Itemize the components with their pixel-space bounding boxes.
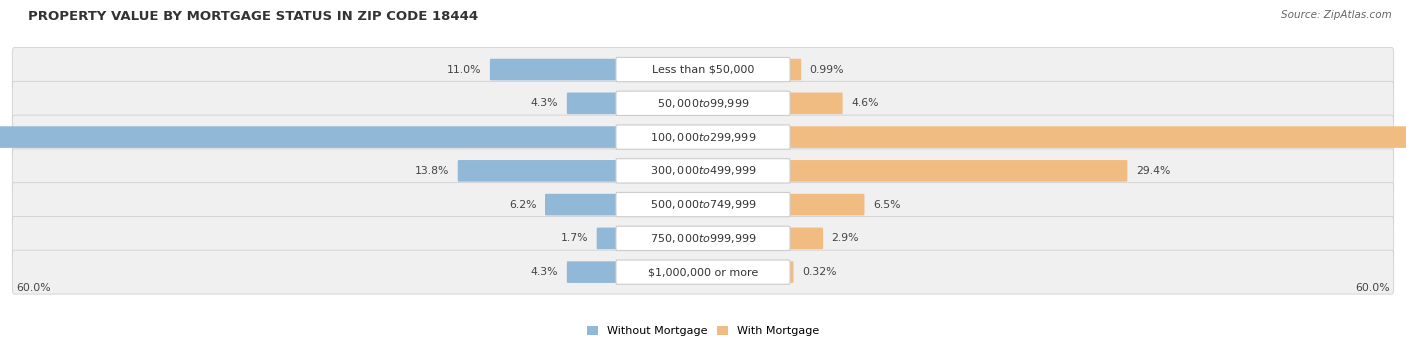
- Text: 4.6%: 4.6%: [851, 98, 879, 108]
- FancyBboxPatch shape: [596, 227, 617, 249]
- Text: PROPERTY VALUE BY MORTGAGE STATUS IN ZIP CODE 18444: PROPERTY VALUE BY MORTGAGE STATUS IN ZIP…: [28, 10, 478, 23]
- FancyBboxPatch shape: [789, 160, 1128, 182]
- FancyBboxPatch shape: [616, 192, 790, 217]
- Text: Source: ZipAtlas.com: Source: ZipAtlas.com: [1281, 10, 1392, 20]
- Text: $50,000 to $99,999: $50,000 to $99,999: [657, 97, 749, 110]
- FancyBboxPatch shape: [13, 250, 1393, 294]
- FancyBboxPatch shape: [789, 261, 793, 283]
- FancyBboxPatch shape: [13, 48, 1393, 91]
- FancyBboxPatch shape: [13, 217, 1393, 260]
- Text: $100,000 to $299,999: $100,000 to $299,999: [650, 131, 756, 143]
- Text: 29.4%: 29.4%: [1136, 166, 1170, 176]
- FancyBboxPatch shape: [789, 194, 865, 216]
- FancyBboxPatch shape: [567, 92, 617, 114]
- Text: 4.3%: 4.3%: [531, 98, 558, 108]
- Text: Less than $50,000: Less than $50,000: [652, 65, 754, 74]
- FancyBboxPatch shape: [789, 126, 1406, 148]
- Text: $1,000,000 or more: $1,000,000 or more: [648, 267, 758, 277]
- Text: 2.9%: 2.9%: [831, 233, 859, 243]
- Text: 13.8%: 13.8%: [415, 166, 450, 176]
- FancyBboxPatch shape: [0, 126, 617, 148]
- Text: 0.99%: 0.99%: [810, 65, 844, 74]
- FancyBboxPatch shape: [616, 159, 790, 183]
- Text: 6.5%: 6.5%: [873, 200, 900, 209]
- FancyBboxPatch shape: [13, 115, 1393, 159]
- FancyBboxPatch shape: [489, 59, 617, 80]
- FancyBboxPatch shape: [616, 226, 790, 251]
- FancyBboxPatch shape: [546, 194, 617, 216]
- FancyBboxPatch shape: [789, 59, 801, 80]
- Text: $300,000 to $499,999: $300,000 to $499,999: [650, 164, 756, 177]
- FancyBboxPatch shape: [616, 91, 790, 116]
- FancyBboxPatch shape: [13, 183, 1393, 226]
- FancyBboxPatch shape: [13, 81, 1393, 125]
- Text: 6.2%: 6.2%: [509, 200, 537, 209]
- FancyBboxPatch shape: [616, 260, 790, 284]
- FancyBboxPatch shape: [458, 160, 617, 182]
- FancyBboxPatch shape: [789, 227, 823, 249]
- Text: $750,000 to $999,999: $750,000 to $999,999: [650, 232, 756, 245]
- Text: 60.0%: 60.0%: [1355, 283, 1389, 293]
- Text: 11.0%: 11.0%: [447, 65, 481, 74]
- Text: 4.3%: 4.3%: [531, 267, 558, 277]
- Text: $500,000 to $749,999: $500,000 to $749,999: [650, 198, 756, 211]
- FancyBboxPatch shape: [789, 92, 842, 114]
- Text: 60.0%: 60.0%: [17, 283, 51, 293]
- Legend: Without Mortgage, With Mortgage: Without Mortgage, With Mortgage: [582, 321, 824, 340]
- FancyBboxPatch shape: [13, 149, 1393, 193]
- FancyBboxPatch shape: [567, 261, 617, 283]
- Text: 0.32%: 0.32%: [801, 267, 837, 277]
- FancyBboxPatch shape: [616, 125, 790, 149]
- Text: 1.7%: 1.7%: [561, 233, 588, 243]
- FancyBboxPatch shape: [616, 57, 790, 82]
